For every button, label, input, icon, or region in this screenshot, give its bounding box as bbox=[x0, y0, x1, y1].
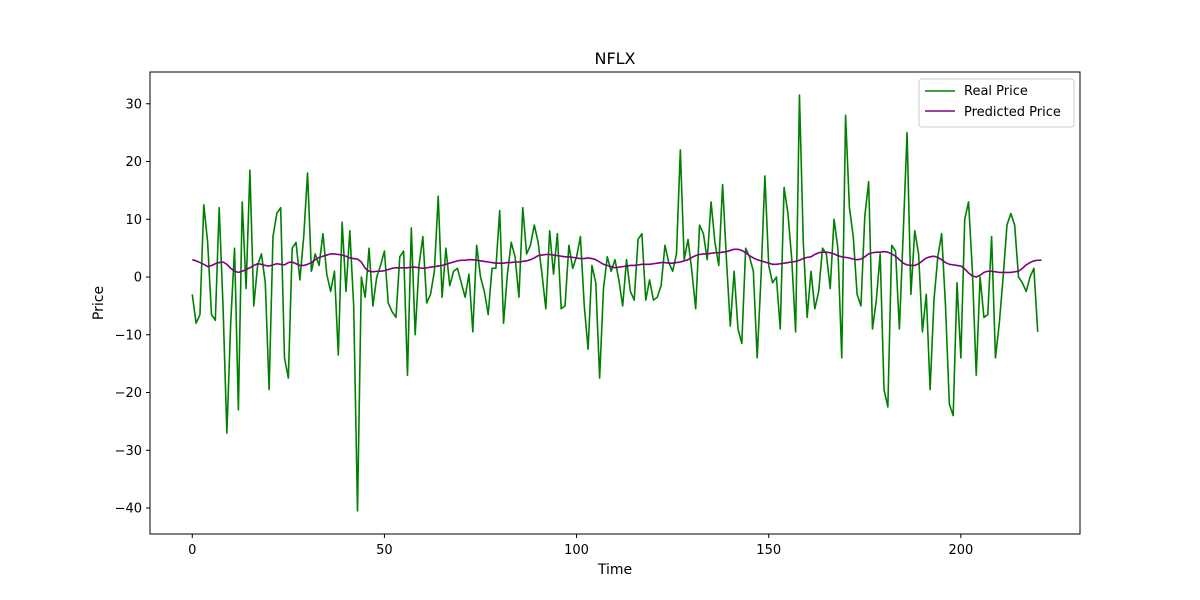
x-tick-label: 150 bbox=[756, 543, 781, 558]
x-tick-label: 200 bbox=[948, 543, 973, 558]
plot-area bbox=[150, 72, 1080, 534]
y-tick-label: −40 bbox=[115, 502, 142, 517]
series-line-predicted-price bbox=[192, 248, 1042, 278]
x-axis-label: Time bbox=[597, 562, 632, 578]
x-axis-ticks: 0 50 100 150 200 bbox=[188, 534, 973, 558]
chart-title: NFLX bbox=[594, 49, 635, 68]
x-tick-label: 100 bbox=[564, 543, 589, 558]
x-tick-label: 0 bbox=[188, 543, 196, 558]
y-axis-label: Price bbox=[91, 286, 107, 320]
series-layer bbox=[191, 94, 1042, 512]
y-tick-label: 10 bbox=[125, 213, 142, 228]
legend: Real Price Predicted Price bbox=[918, 78, 1075, 128]
y-tick-label: 0 bbox=[134, 271, 142, 286]
y-tick-label: 30 bbox=[125, 97, 142, 112]
legend-label-predicted-price: Predicted Price bbox=[964, 105, 1061, 120]
plot-frame bbox=[149, 71, 1081, 535]
y-axis-ticks: −40 −30 −20 −10 0 10 20 30 bbox=[115, 97, 150, 517]
y-tick-label: 20 bbox=[125, 155, 142, 170]
x-tick-label: 50 bbox=[376, 543, 393, 558]
y-tick-label: −30 bbox=[115, 444, 142, 459]
legend-box bbox=[918, 78, 1075, 128]
legend-label-real-price: Real Price bbox=[964, 84, 1028, 99]
axes-layer bbox=[149, 71, 1081, 535]
series-line-real-price bbox=[191, 94, 1039, 512]
y-tick-label: −10 bbox=[115, 328, 142, 343]
y-tick-label: −20 bbox=[115, 386, 142, 401]
